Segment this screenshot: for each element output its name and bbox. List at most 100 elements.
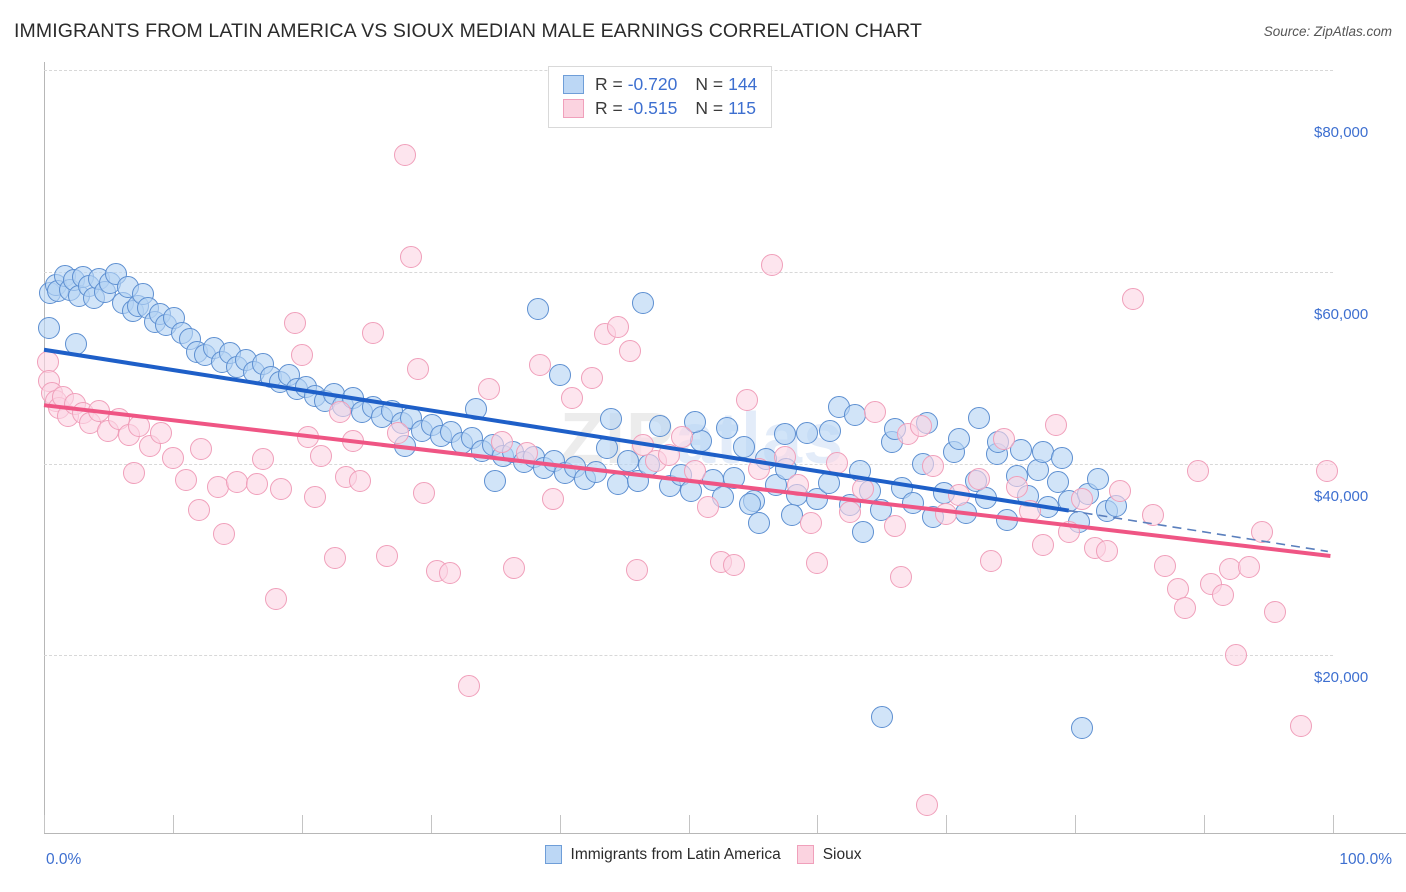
trendlines-layer — [43, 347, 1331, 558]
data-point-sioux — [123, 462, 146, 485]
data-point-sioux — [1173, 596, 1196, 619]
data-point-sioux — [329, 400, 352, 423]
data-point-immigrants — [600, 407, 623, 430]
data-point-sioux — [1031, 534, 1054, 557]
data-point-immigrants — [1047, 471, 1070, 494]
data-point-immigrants — [632, 291, 655, 314]
data-point-immigrants — [1010, 438, 1033, 461]
data-point-sioux — [883, 514, 906, 537]
data-point-sioux — [915, 793, 938, 816]
n-value-pink: 115 — [728, 98, 756, 118]
data-point-sioux — [696, 495, 719, 518]
data-point-sioux — [787, 474, 810, 497]
data-point-sioux — [375, 544, 398, 567]
legend-swatch-blue-icon — [563, 75, 584, 94]
data-point-sioux — [400, 246, 423, 269]
data-point-sioux — [348, 469, 371, 492]
data-point-sioux — [387, 422, 410, 445]
data-point-sioux — [864, 401, 887, 424]
trendline-extension-immigrants — [1068, 509, 1328, 553]
data-point-sioux — [619, 339, 642, 362]
data-point-sioux — [477, 377, 500, 400]
trendline-sioux — [43, 403, 1331, 558]
data-point-sioux — [174, 468, 197, 491]
data-point-sioux — [922, 455, 945, 478]
legend-chip-blue-icon — [544, 845, 562, 864]
data-point-immigrants — [851, 521, 874, 544]
data-point-immigrants — [484, 469, 507, 492]
legend-label-sioux: Sioux — [822, 845, 862, 863]
x-tick — [688, 815, 690, 833]
trendline-immigrants — [43, 347, 1070, 513]
data-point-immigrants — [732, 435, 755, 458]
x-tick — [1204, 815, 1206, 833]
data-point-sioux — [561, 386, 584, 409]
data-point-sioux — [361, 321, 384, 344]
data-point-sioux — [1225, 643, 1248, 666]
data-point-sioux — [542, 487, 565, 510]
series-legend: Immigrants from Latin America Sioux — [0, 845, 1406, 864]
gridline-20000 — [44, 655, 1333, 656]
data-point-sioux — [1289, 714, 1312, 737]
data-point-sioux — [503, 556, 526, 579]
data-point-immigrants — [1051, 446, 1074, 469]
data-point-sioux — [310, 445, 333, 468]
correlation-legend: R = -0.720 N = 144 R = -0.515 N = 115 — [548, 66, 773, 128]
data-point-sioux — [245, 473, 268, 496]
x-tick — [172, 815, 174, 833]
legend-item-immigrants[interactable]: Immigrants from Latin America — [544, 845, 781, 864]
data-point-sioux — [303, 485, 326, 508]
data-point-sioux — [150, 422, 173, 445]
data-point-immigrants — [870, 705, 893, 728]
y-axis-line — [44, 62, 45, 833]
correlation-row-blue: R = -0.720 N = 144 — [563, 74, 757, 95]
data-point-sioux — [1070, 487, 1093, 510]
y-tick-label: $60,000 — [1314, 306, 1369, 323]
data-point-immigrants — [1087, 467, 1110, 490]
x-axis-line — [44, 833, 1406, 834]
y-tick-label: $40,000 — [1314, 487, 1369, 505]
data-point-sioux — [439, 562, 462, 585]
data-point-immigrants — [649, 415, 672, 438]
data-point-sioux — [967, 467, 990, 490]
n-value-blue: 144 — [728, 74, 758, 94]
data-point-immigrants — [796, 422, 819, 445]
n-label-pink: N = — [695, 98, 724, 118]
data-point-immigrants — [819, 419, 842, 442]
data-point-sioux — [190, 437, 213, 460]
source-attribution: Source: ZipAtlas.com — [1263, 24, 1392, 39]
x-tick — [1075, 815, 1077, 833]
page-title: IMMIGRANTS FROM LATIN AMERICA VS SIOUX M… — [14, 20, 923, 42]
y-tick-label: $80,000 — [1314, 124, 1369, 142]
data-point-sioux — [890, 565, 913, 588]
data-point-sioux — [1096, 539, 1119, 562]
data-point-sioux — [980, 550, 1003, 573]
data-point-sioux — [393, 144, 416, 167]
legend-item-sioux[interactable]: Sioux — [796, 845, 862, 864]
data-point-sioux — [290, 344, 313, 367]
gridline-60000 — [44, 272, 1333, 273]
data-point-immigrants — [38, 316, 61, 339]
data-point-sioux — [1212, 584, 1235, 607]
data-point-sioux — [838, 501, 861, 524]
r-label-pink: R = — [595, 98, 623, 118]
data-point-sioux — [1044, 414, 1067, 437]
data-point-sioux — [625, 559, 648, 582]
data-point-sioux — [1238, 555, 1261, 578]
data-point-sioux — [799, 512, 822, 535]
data-point-sioux — [161, 446, 184, 469]
data-point-sioux — [252, 447, 275, 470]
plot-area: ZIPatlas — [36, 70, 1338, 833]
data-point-sioux — [270, 477, 293, 500]
data-point-sioux — [187, 498, 210, 521]
data-point-sioux — [1006, 475, 1029, 498]
legend-label-immigrants: Immigrants from Latin America — [570, 845, 781, 863]
data-point-immigrants — [722, 466, 745, 489]
x-tick — [430, 815, 432, 833]
r-value-blue: -0.720 — [627, 74, 678, 94]
data-point-immigrants — [526, 297, 549, 320]
x-axis-min-label: 0.0% — [46, 851, 82, 868]
data-point-sioux — [1154, 554, 1177, 577]
data-point-sioux — [284, 311, 307, 334]
data-point-immigrants — [948, 427, 971, 450]
